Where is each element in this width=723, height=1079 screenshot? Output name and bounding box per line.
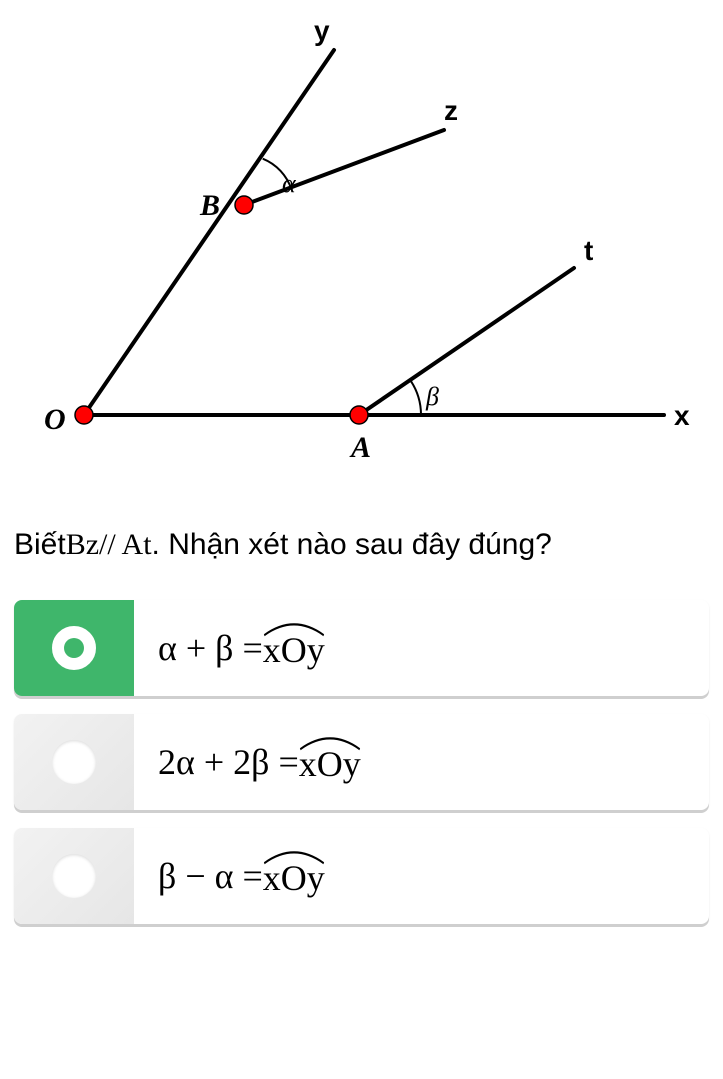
svg-text:B: B: [199, 189, 220, 222]
option-formula: α + β = xOy: [134, 615, 709, 681]
option-lhs: β − α =: [158, 855, 263, 897]
question-prefix: Biết: [14, 528, 66, 561]
angle-xOy: xOy: [263, 853, 325, 899]
radio-icon: [52, 854, 96, 898]
radio-icon: [52, 626, 96, 670]
svg-text:O: O: [44, 403, 66, 436]
options-list: α + β = xOy2α + 2β = xOyβ − α = xOy: [14, 600, 709, 924]
geometry-diagram: O A Bx y z t α β: [14, 10, 709, 495]
question-condition: Bz// At: [66, 528, 152, 561]
svg-text:A: A: [349, 431, 371, 464]
svg-text:z: z: [444, 95, 458, 126]
svg-text:t: t: [584, 235, 593, 266]
question-text: BiếtBz// At. Nhận xét nào sau đây đúng?: [14, 525, 709, 566]
option-indicator: [14, 714, 134, 810]
answer-option[interactable]: β − α = xOy: [14, 828, 709, 924]
option-lhs: 2α + 2β =: [158, 741, 299, 783]
svg-text:α: α: [282, 169, 297, 198]
option-lhs: α + β =: [158, 627, 263, 669]
answer-option[interactable]: 2α + 2β = xOy: [14, 714, 709, 810]
radio-icon: [52, 740, 96, 784]
option-formula: 2α + 2β = xOy: [134, 729, 709, 795]
answer-option[interactable]: α + β = xOy: [14, 600, 709, 696]
question-suffix: . Nhận xét nào sau đây đúng?: [152, 528, 552, 561]
option-indicator: [14, 828, 134, 924]
option-indicator: [14, 600, 134, 696]
svg-text:β: β: [425, 382, 439, 411]
option-formula: β − α = xOy: [134, 843, 709, 909]
angle-xOy: xOy: [263, 625, 325, 671]
angle-xOy: xOy: [299, 739, 361, 785]
svg-text:x: x: [674, 400, 690, 431]
svg-text:y: y: [314, 15, 330, 46]
